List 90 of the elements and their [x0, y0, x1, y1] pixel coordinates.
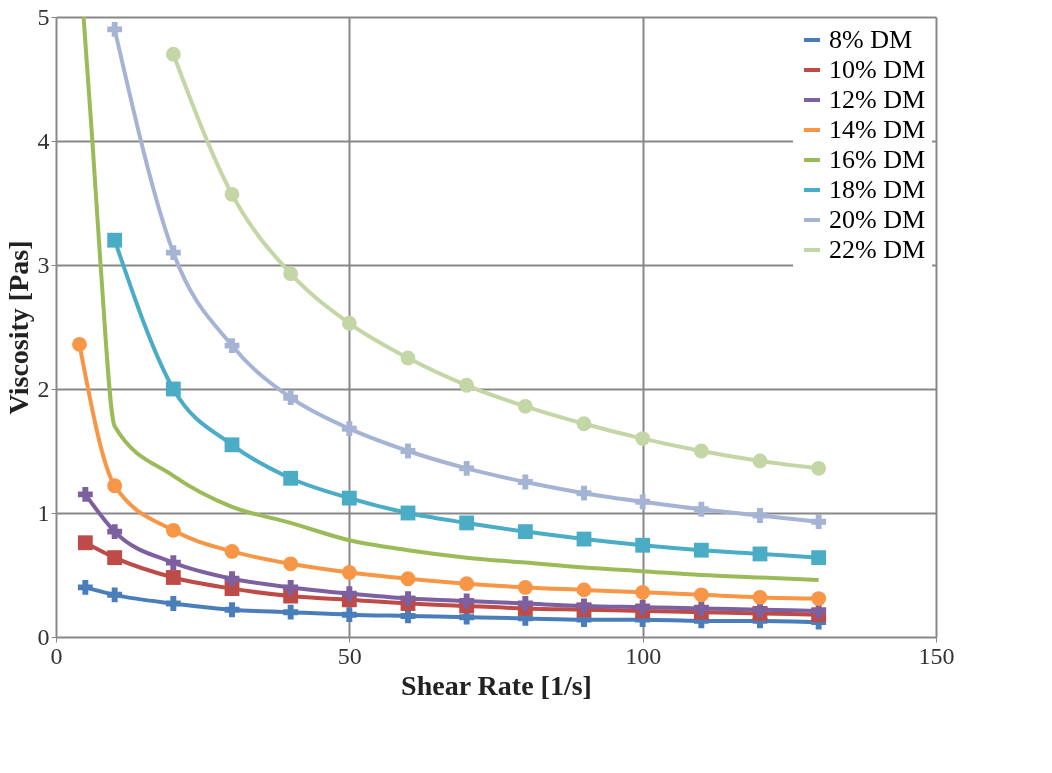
point: [576, 416, 592, 432]
point: [576, 598, 592, 614]
point: [283, 390, 299, 406]
point: [283, 266, 299, 282]
point: [224, 571, 240, 587]
point: [811, 591, 827, 606]
x-axis-title: Shear Rate [1/s]: [401, 669, 592, 701]
point: [107, 21, 123, 37]
point: [693, 587, 709, 603]
x-tick-label: 100: [625, 642, 662, 669]
point: [72, 336, 87, 352]
point: [400, 591, 416, 606]
point: [341, 490, 357, 506]
y-tick-label: 3: [37, 251, 50, 278]
point: [459, 515, 475, 531]
point: [635, 537, 651, 553]
point: [107, 478, 123, 494]
point: [77, 579, 93, 595]
point: [77, 486, 93, 502]
point: [107, 550, 123, 566]
point: [341, 421, 357, 437]
point: [517, 596, 533, 611]
point: [693, 601, 709, 616]
legend-label: 16% DM: [829, 145, 926, 174]
point: [811, 550, 827, 566]
point: [165, 245, 181, 261]
point: [224, 544, 240, 559]
point: [107, 524, 123, 540]
legend-label: 20% DM: [829, 205, 926, 234]
point: [107, 232, 123, 248]
point: [635, 599, 651, 615]
point: [811, 460, 827, 476]
y-tick-label: 1: [37, 499, 50, 526]
legend-label: 10% DM: [829, 55, 926, 84]
legend-label: 14% DM: [829, 115, 926, 144]
point: [517, 524, 533, 540]
point: [459, 576, 475, 592]
point: [635, 584, 651, 600]
point: [341, 315, 357, 331]
point: [224, 186, 240, 202]
point: [811, 514, 827, 530]
point: [459, 377, 475, 393]
point: [635, 494, 651, 510]
y-axis-title: Viscosity [Pas]: [2, 240, 34, 415]
point: [693, 542, 709, 558]
point: [165, 46, 181, 62]
point: [341, 607, 357, 623]
point: [459, 593, 475, 609]
point: [283, 470, 299, 486]
point: [165, 570, 181, 585]
point: [400, 571, 416, 587]
point: [517, 474, 533, 490]
point: [400, 443, 416, 459]
point: [459, 460, 475, 476]
point: [576, 582, 592, 598]
point: [341, 586, 357, 602]
point: [341, 565, 357, 580]
point: [693, 443, 709, 459]
point: [752, 453, 768, 469]
point: [224, 338, 240, 354]
point: [107, 587, 123, 603]
x-tick-label: 150: [918, 642, 955, 669]
point: [165, 596, 181, 611]
point: [224, 437, 240, 453]
point: [576, 485, 592, 501]
point: [283, 579, 299, 595]
point: [693, 501, 709, 517]
point: [165, 381, 181, 397]
point: [283, 604, 299, 620]
point: [811, 603, 827, 619]
point: [165, 522, 181, 538]
point: [517, 398, 533, 414]
x-tick-label: 50: [337, 642, 362, 669]
legend-label: 18% DM: [829, 175, 926, 204]
legend-label: 8% DM: [829, 25, 913, 54]
point: [77, 535, 93, 551]
point: [752, 508, 768, 523]
y-tick-label: 0: [37, 623, 50, 650]
point: [400, 350, 416, 366]
point: [165, 555, 181, 571]
legend-label: 12% DM: [829, 85, 926, 114]
legend-label: 22% DM: [829, 235, 926, 264]
y-tick-label: 5: [37, 3, 50, 30]
point: [635, 431, 651, 446]
y-tick-label: 2: [37, 375, 50, 402]
point: [283, 556, 299, 572]
point: [752, 589, 768, 605]
y-tick-label: 4: [37, 127, 50, 154]
point: [517, 580, 533, 595]
point: [224, 602, 240, 618]
